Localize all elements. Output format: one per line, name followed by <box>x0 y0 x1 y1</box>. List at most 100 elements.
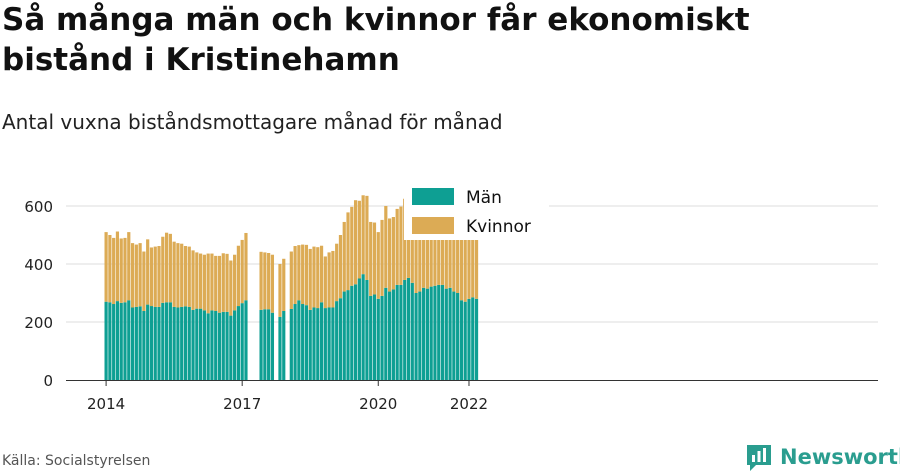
bar-man <box>138 306 142 380</box>
bar-kvinnor <box>202 254 206 311</box>
bar-kvinnor <box>391 217 395 290</box>
bar-man <box>115 301 120 380</box>
bar-kvinnor <box>267 252 271 310</box>
bar-kvinnor <box>161 236 165 303</box>
bar-man <box>221 311 225 380</box>
x-tick-label: 2022 <box>450 395 488 413</box>
bar-man <box>134 306 138 380</box>
bar-kvinnor <box>327 252 331 308</box>
bar-kvinnor <box>172 241 176 307</box>
bar-kvinnor <box>323 256 327 309</box>
bar-man <box>433 285 437 380</box>
bar-man <box>384 287 388 380</box>
bar-man <box>459 300 464 380</box>
bar-kvinnor <box>372 222 377 295</box>
bar-kvinnor <box>206 253 210 314</box>
bar-man <box>391 289 395 380</box>
bar-man <box>342 291 346 380</box>
bar-man <box>236 306 240 380</box>
bar-kvinnor <box>164 232 169 303</box>
bar-kvinnor <box>433 210 437 286</box>
bar-kvinnor <box>157 246 161 307</box>
bar-kvinnor <box>440 209 445 285</box>
bar-kvinnor <box>278 264 282 317</box>
bar-man <box>414 293 418 380</box>
bar-kvinnor <box>471 227 475 298</box>
bar-kvinnor <box>346 212 350 291</box>
bar-kvinnor <box>229 260 233 316</box>
bar-kvinnor <box>316 247 320 309</box>
bar-kvinnor <box>270 254 275 313</box>
bar-man <box>399 284 403 380</box>
bar-man <box>229 315 233 380</box>
bar-man <box>233 310 237 380</box>
y-tick-label: 0 <box>43 372 53 390</box>
bar-kvinnor <box>459 236 464 301</box>
bar-kvinnor <box>153 246 157 307</box>
bar-man <box>471 297 475 380</box>
bar-man <box>297 300 301 380</box>
bar-man <box>369 295 373 380</box>
bar-kvinnor <box>304 244 309 306</box>
bar-kvinnor <box>123 237 127 303</box>
bar-man <box>467 298 471 380</box>
bar-kvinnor <box>399 206 403 285</box>
bar-man <box>259 309 263 380</box>
bar-kvinnor <box>437 208 441 285</box>
bar-kvinnor <box>384 206 388 288</box>
bar-man <box>388 291 392 380</box>
bar-man <box>452 291 456 380</box>
bar-kvinnor <box>463 236 467 302</box>
bar-man <box>270 312 275 380</box>
bar-man <box>240 303 244 380</box>
bar-man <box>119 302 123 380</box>
bar-man <box>395 284 399 380</box>
x-tick-label: 2014 <box>87 395 125 413</box>
bar-man <box>437 284 441 380</box>
y-axis-ticks: 0 200 400 600 <box>24 198 53 390</box>
bar-man <box>353 284 358 380</box>
bar-kvinnor <box>365 195 369 280</box>
bar-man <box>244 300 248 380</box>
bar-man <box>319 302 324 380</box>
bar-man <box>146 304 150 380</box>
bar-kvinnor <box>108 235 112 303</box>
bar-man <box>429 286 433 380</box>
bar-kvinnor <box>217 255 222 313</box>
bar-kvinnor <box>414 222 418 293</box>
bar-kvinnor <box>138 243 142 307</box>
bar-kvinnor <box>191 250 195 310</box>
bar-man <box>350 285 354 380</box>
bar-man <box>406 277 411 380</box>
bar-man <box>331 307 335 380</box>
bar-kvinnor <box>233 254 237 311</box>
bar-man <box>474 298 479 380</box>
bar-man <box>335 301 339 380</box>
brand-name: Newsworthy <box>780 445 900 469</box>
newsworthy-logo-icon <box>747 445 771 471</box>
bar-man <box>365 279 369 380</box>
y-tick-label: 200 <box>24 314 53 332</box>
bar-kvinnor <box>395 208 399 285</box>
bar-kvinnor <box>429 206 433 287</box>
x-tick-label: 2017 <box>223 395 261 413</box>
bar-kvinnor <box>176 243 180 308</box>
bars <box>104 195 479 380</box>
bar-man <box>199 308 203 380</box>
bar-kvinnor <box>369 221 373 296</box>
bar-man <box>202 310 206 380</box>
bar-kvinnor <box>119 238 123 303</box>
bar-kvinnor <box>293 246 297 305</box>
bar-kvinnor <box>388 218 392 292</box>
bar-man <box>463 301 467 380</box>
bar-man <box>312 307 316 380</box>
bar-man <box>327 307 331 380</box>
bar-man <box>210 310 214 380</box>
bar-kvinnor <box>104 232 108 302</box>
bar-man <box>293 304 297 380</box>
bar-kvinnor <box>410 206 414 283</box>
bar-kvinnor <box>467 233 471 299</box>
bar-man <box>440 284 445 380</box>
bar-man <box>267 309 271 380</box>
bar-kvinnor <box>301 244 305 305</box>
